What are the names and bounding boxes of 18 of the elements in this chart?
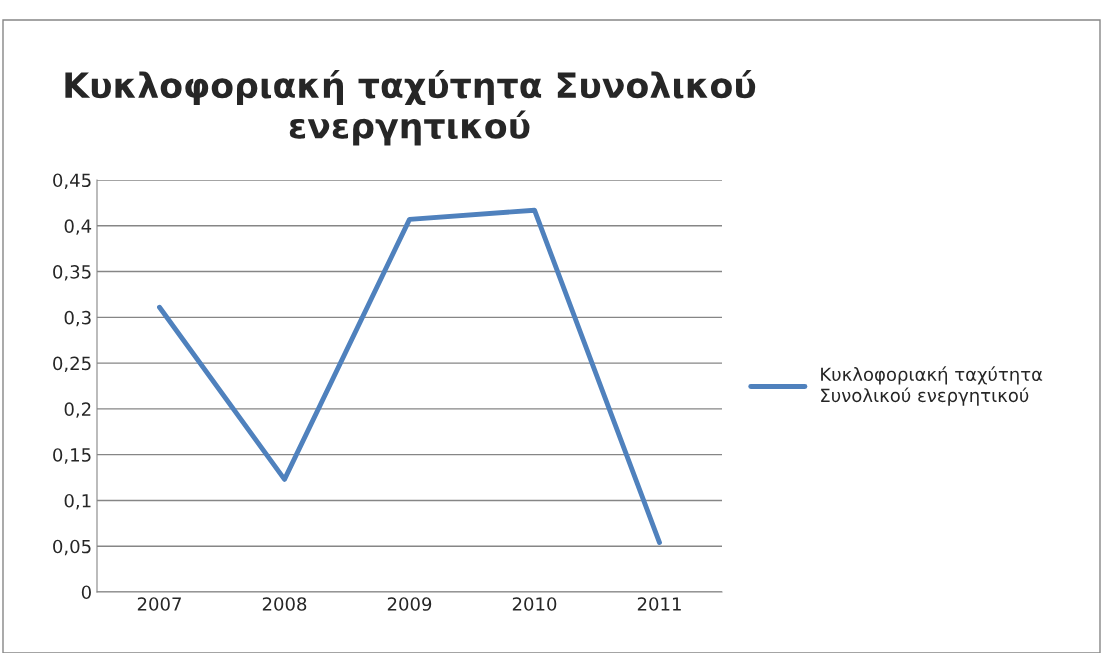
y-tick-label: 0,25	[53, 356, 91, 373]
y-tick-label: 0,4	[64, 219, 92, 235]
y-tick-label: 0,05	[53, 539, 91, 556]
x-tick-label: 2008	[262, 597, 307, 611]
x-tick-label: 2009	[387, 597, 432, 611]
chart-title: Κυκλοφοριακή ταχύτητα Συνολικού ενεργητικού	[65, 70, 756, 146]
y-tick-label: 0,1	[64, 493, 91, 510]
y-tick-label: 0,45	[53, 173, 91, 189]
y-tick-label: 0,3	[64, 310, 91, 327]
legend-label: Κυκλοφοριακή ταχύτητα Συνολικού ενεργητικού	[821, 366, 1043, 406]
x-tick-label: 2010	[512, 597, 557, 611]
y-tick-label: 0,15	[53, 448, 91, 464]
x-tick-label: 2007	[137, 597, 181, 611]
x-tick-label: 2011	[637, 597, 681, 611]
y-tick-label: 0,35	[53, 265, 91, 281]
y-tick-label: 0	[81, 585, 91, 600]
line-series	[157, 207, 662, 545]
y-tick-label: 0,2	[64, 402, 91, 418]
